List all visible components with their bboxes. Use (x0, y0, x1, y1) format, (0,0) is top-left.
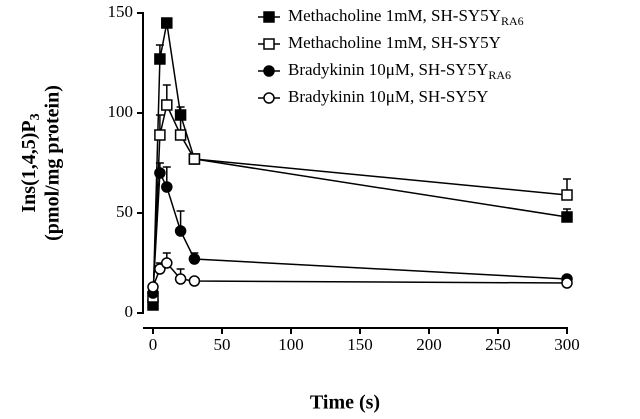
data-point (161, 257, 173, 269)
data-point (154, 129, 166, 141)
y-label-line1: Ins(1,4,5)P3 (18, 113, 44, 212)
data-point (561, 189, 573, 201)
legend-subscript: RA6 (501, 14, 524, 28)
legend-subscript: RA6 (488, 68, 511, 82)
x-tick-label: 150 (347, 335, 373, 354)
x-tick-label: 300 (554, 335, 580, 354)
y-label-subscript: 3 (28, 113, 43, 120)
legend-label: Bradykinin 10μM, SH-SY5Y (288, 87, 488, 106)
data-point (174, 129, 187, 141)
data-point (147, 281, 159, 293)
data-point (154, 53, 166, 65)
legend-marker (263, 92, 275, 104)
legend-name: Bradykinin 10μM, SH-SY5Y (288, 60, 488, 79)
data-point (161, 17, 173, 29)
data-point (561, 277, 573, 289)
series-line (152, 170, 568, 294)
data-point (188, 253, 201, 265)
x-tick-label: 250 (485, 335, 511, 354)
legend-label: Methacholine 1mM, SH-SY5Y (288, 33, 501, 52)
legend-label: Bradykinin 10μM, SH-SY5YRA6 (288, 60, 511, 82)
y-label-text: Ins(1,4,5)P (18, 120, 40, 212)
y-tick-label: 150 (108, 2, 134, 21)
x-tick-label: 0 (149, 335, 158, 354)
x-tick-label: 200 (416, 335, 442, 354)
data-point (154, 167, 166, 179)
y-tick-label: 0 (125, 302, 134, 321)
legend-label: Methacholine 1mM, SH-SY5YRA6 (288, 6, 524, 28)
legend-name: Bradykinin 10μM, SH-SY5Y (288, 87, 488, 106)
data-point (188, 153, 201, 165)
data-point (561, 211, 573, 223)
data-point (161, 181, 173, 193)
series-line (152, 102, 568, 298)
data-point (161, 99, 173, 111)
legend-name: Methacholine 1mM, SH-SY5Y (288, 33, 501, 52)
data-point (188, 275, 201, 287)
x-axis-label: Time (s) (310, 392, 380, 414)
y-axis-label: Ins(1,4,5)P3 (pmol/mg protein) (18, 85, 64, 241)
y-tick-label: 100 (108, 102, 134, 121)
legend-marker (263, 11, 275, 23)
legend-name: Methacholine 1mM, SH-SY5Y (288, 6, 501, 25)
data-point (174, 273, 187, 285)
y-tick-label: 50 (116, 202, 133, 221)
legend-marker (263, 65, 275, 77)
data-point (174, 225, 187, 237)
series-line (152, 22, 568, 306)
x-tick-label: 50 (214, 335, 231, 354)
y-label-line2: (pmol/mg protein) (42, 85, 64, 241)
x-tick-label: 100 (278, 335, 304, 354)
legend-marker (263, 38, 275, 50)
